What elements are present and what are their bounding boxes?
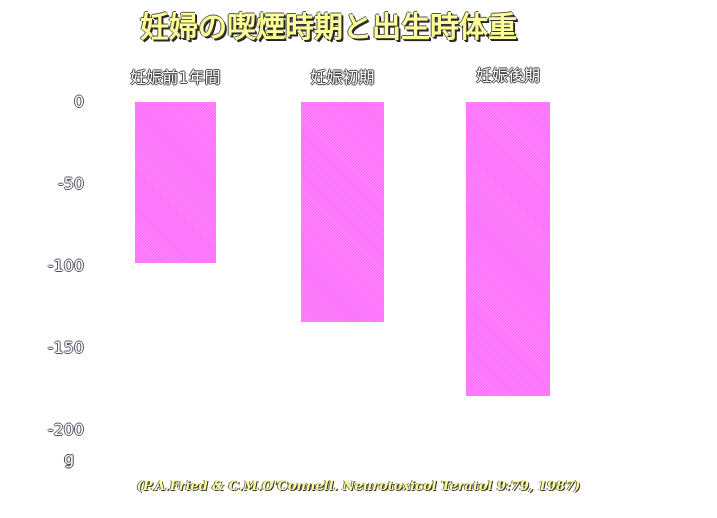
y-axis-unit: g [64,449,75,468]
y-tick-label: -150 [47,338,84,357]
bar [466,102,550,396]
bar [301,102,384,322]
category-label: 妊娠前1年間 [130,68,221,87]
chart-title: 妊婦の喫煙時期と出生時体重 [139,10,517,44]
y-tick-label: -200 [47,420,84,439]
bar [135,102,216,263]
citation: (P.A.Fried & C.M.O'Connell. Neurotoxicol… [136,479,581,494]
y-tick-label: 0 [73,92,84,111]
category-label: 妊娠初期 [310,68,375,87]
y-tick-label: -50 [57,174,84,193]
category-label: 妊娠後期 [475,66,540,85]
y-tick-label: -100 [47,256,84,275]
